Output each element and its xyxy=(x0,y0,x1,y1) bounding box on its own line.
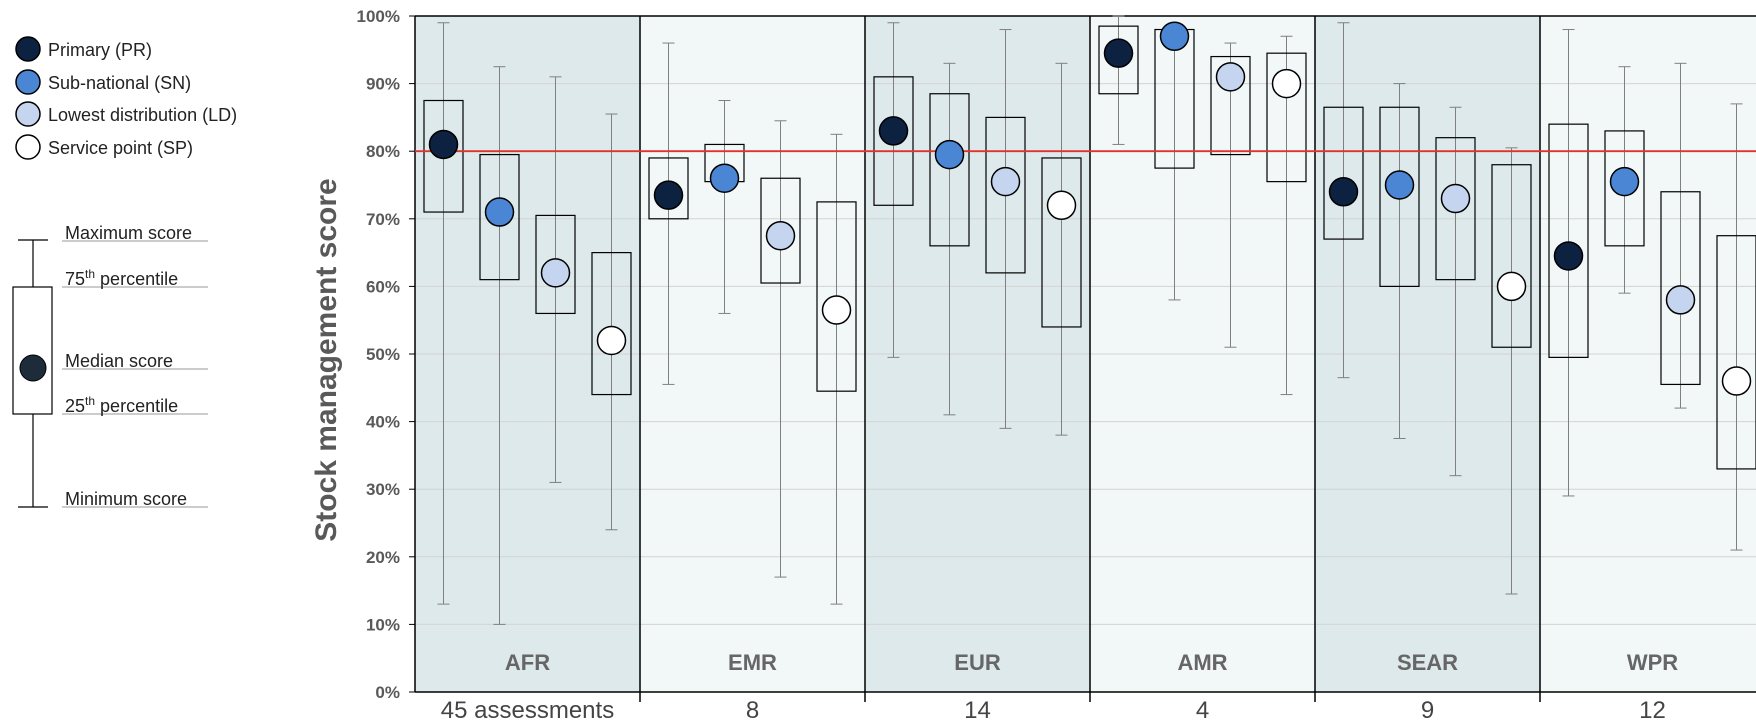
y-tick-label: 70% xyxy=(366,210,400,229)
median-marker-sear-4 xyxy=(1498,272,1526,300)
region-count-wpr: 12 xyxy=(1639,697,1666,721)
median-marker-eur-4 xyxy=(1048,191,1076,219)
y-tick-label: 20% xyxy=(366,548,400,567)
region-label-amr: AMR xyxy=(1177,650,1227,675)
region-label-eur: EUR xyxy=(954,650,1001,675)
median-marker-eur-3 xyxy=(992,168,1020,196)
median-marker-emr-2 xyxy=(711,164,739,192)
y-axis-label: Stock management score xyxy=(310,178,343,541)
y-tick-label: 0% xyxy=(375,683,400,702)
median-marker-eur-1 xyxy=(880,117,908,145)
median-marker-sear-3 xyxy=(1442,185,1470,213)
median-marker-afr-1 xyxy=(430,130,458,158)
median-marker-wpr-1 xyxy=(1555,242,1583,270)
y-tick-label: 80% xyxy=(366,142,400,161)
median-marker-wpr-2 xyxy=(1611,168,1639,196)
y-tick-label: 100% xyxy=(357,7,400,26)
median-marker-amr-2 xyxy=(1161,22,1189,50)
y-tick-label: 10% xyxy=(366,615,400,634)
region-label-wpr: WPR xyxy=(1627,650,1678,675)
region-label-emr: EMR xyxy=(728,650,777,675)
median-marker-eur-2 xyxy=(936,141,964,169)
y-tick-label: 90% xyxy=(366,75,400,94)
median-marker-wpr-4 xyxy=(1723,367,1751,395)
median-marker-sear-2 xyxy=(1386,171,1414,199)
median-marker-afr-2 xyxy=(486,198,514,226)
y-tick-label: 30% xyxy=(366,480,400,499)
median-marker-afr-3 xyxy=(542,259,570,287)
median-marker-sear-1 xyxy=(1330,178,1358,206)
region-count-emr: 8 xyxy=(746,697,759,721)
region-count-eur: 14 xyxy=(964,697,991,721)
plot-area: 0% 10% 20% 30% 40% 50% 60% 70% 80% 90% 100% AFR 45 a… xyxy=(357,7,1756,721)
y-tick-label: 50% xyxy=(366,345,400,364)
median-marker-amr-1 xyxy=(1105,39,1133,67)
region-label-sear: SEAR xyxy=(1397,650,1458,675)
region-count-afr: 45 assessments xyxy=(441,697,614,721)
median-marker-afr-4 xyxy=(598,326,626,354)
y-tick-label: 60% xyxy=(366,277,400,296)
median-marker-amr-4 xyxy=(1273,70,1301,98)
median-marker-wpr-3 xyxy=(1667,286,1695,314)
median-marker-amr-3 xyxy=(1217,63,1245,91)
region-count-sear: 9 xyxy=(1421,697,1434,721)
y-tick-label: 40% xyxy=(366,413,400,432)
median-marker-emr-4 xyxy=(823,296,851,324)
median-marker-emr-3 xyxy=(767,222,795,250)
median-marker-emr-1 xyxy=(655,181,683,209)
region-count-amr: 4 xyxy=(1196,697,1209,721)
region-label-afr: AFR xyxy=(505,650,550,675)
